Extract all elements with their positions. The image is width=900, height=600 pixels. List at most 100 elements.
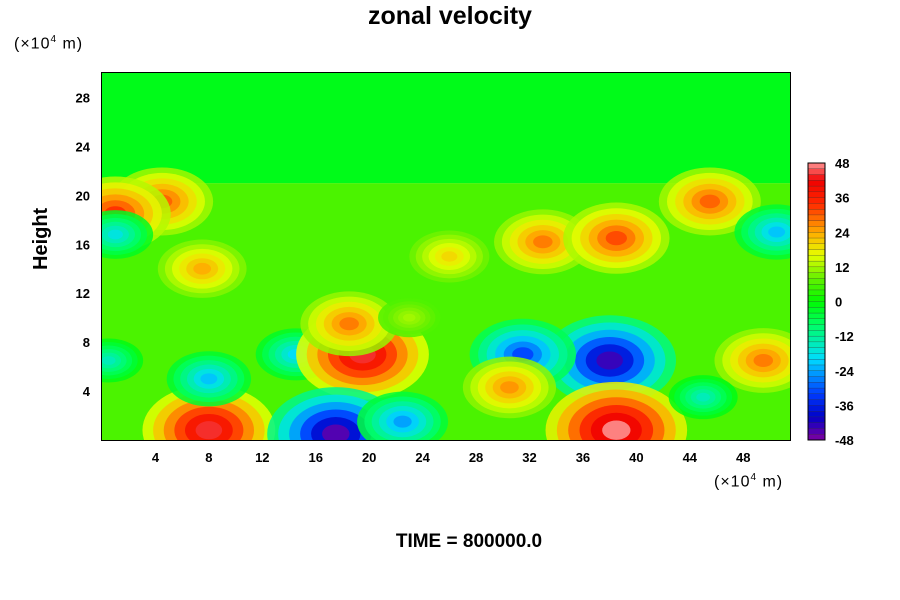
plot-frame	[101, 72, 791, 441]
x-tick-label: 16	[309, 450, 323, 465]
y-tick-label: 16	[76, 237, 90, 252]
y-tick-label: 24	[76, 139, 91, 154]
colorbar-swatch	[807, 416, 826, 424]
colorbar-swatch	[807, 410, 826, 418]
contour-level	[605, 231, 627, 246]
colorbar-swatch	[807, 428, 826, 435]
velocity-feature-22	[409, 230, 490, 283]
x-tick-label: 48	[736, 450, 750, 465]
colorbar-swatch	[807, 232, 826, 239]
colorbar-swatch	[807, 255, 826, 262]
colorbar-swatch	[807, 180, 826, 187]
y-tick-label: 8	[83, 335, 90, 350]
colorbar-swatch	[807, 347, 826, 354]
colorbar-swatch	[807, 364, 826, 372]
x-unit-base: (×10	[714, 473, 751, 491]
colorbar-swatch	[807, 341, 826, 349]
colorbar-swatch	[807, 393, 826, 401]
x-tick-label: 20	[362, 450, 376, 465]
y-tick-label: 28	[76, 90, 90, 105]
colorbar-tick-label: 24	[835, 225, 850, 240]
x-axis: 4 8 12 16 20 24 28 32 36 40 44 48	[152, 450, 751, 465]
velocity-feature-7	[357, 391, 449, 440]
colorbar-swatch	[807, 399, 826, 406]
colorbar-swatch	[807, 249, 826, 256]
x-tick-label: 4	[152, 450, 160, 465]
velocity-feature-2	[166, 351, 252, 407]
colorbar-swatch	[807, 312, 826, 320]
velocity-feature-0	[102, 338, 144, 383]
colorbar-swatch	[807, 301, 826, 308]
y-axis-unit: (×104 m)	[14, 34, 83, 53]
velocity-feature-10	[545, 381, 688, 440]
colorbar-tick-label: 0	[835, 295, 842, 310]
contour-level	[322, 424, 350, 440]
y-tick-label: 20	[76, 188, 90, 203]
x-tick-label: 32	[522, 450, 536, 465]
colorbar-swatch	[807, 382, 826, 389]
contour-level	[602, 420, 631, 440]
colorbar-swatch	[807, 260, 826, 268]
colorbar-swatch	[807, 220, 826, 227]
chart-title: zonal velocity	[368, 2, 532, 30]
x-tick-label: 44	[683, 450, 698, 465]
colorbar-swatch	[807, 191, 826, 199]
contour-level	[193, 262, 212, 275]
contour-level	[195, 421, 223, 440]
velocity-feature-8	[543, 315, 677, 406]
x-unit-exponent: 4	[750, 472, 758, 483]
y-unit-base: (×10	[14, 35, 51, 53]
contour-level	[339, 317, 359, 331]
colorbar-swatch	[807, 272, 826, 279]
colorbar-swatch	[807, 168, 826, 175]
y-unit-rest: m)	[57, 35, 84, 53]
y-tick-label: 12	[76, 286, 90, 301]
contour-level	[393, 415, 412, 428]
colorbar-swatch	[807, 405, 826, 412]
colorbar-tick-label: -12	[835, 329, 854, 344]
x-tick-label: 40	[629, 450, 643, 465]
contour-level	[768, 226, 786, 238]
colorbar-swatch	[807, 359, 826, 366]
contour-level	[753, 354, 774, 367]
contour-level	[533, 235, 553, 249]
colorbar-swatch	[807, 387, 826, 395]
colorbar-swatch	[807, 324, 826, 331]
time-label: TIME = 800000.0	[395, 531, 543, 552]
y-tick-label: 4	[83, 384, 91, 399]
contour-level	[107, 229, 123, 240]
colorbar-tick-label: -36	[835, 398, 854, 413]
contour-level	[200, 373, 218, 385]
velocity-feature-23	[378, 298, 441, 338]
contour-level	[699, 194, 721, 209]
colorbar-swatch	[807, 376, 826, 383]
colorbar-tick-label: 12	[835, 260, 849, 275]
velocity-feature-11	[462, 356, 557, 419]
colorbar-swatch	[807, 214, 826, 222]
contour-level	[441, 251, 458, 262]
velocity-feature-21	[157, 239, 247, 298]
colorbar-swatch	[807, 330, 826, 337]
colorbar-swatch	[807, 266, 826, 274]
colorbar-swatch	[807, 174, 826, 181]
x-tick-label: 8	[205, 450, 212, 465]
colorbar-swatch	[807, 209, 826, 216]
colorbar-swatch	[807, 226, 826, 233]
y-axis: 4 8 12 16 20 24 28	[76, 90, 91, 399]
upper-field	[102, 73, 790, 184]
x-unit-rest: m)	[757, 473, 784, 491]
colorbar-swatch	[807, 422, 826, 429]
velocity-feature-18	[658, 167, 761, 236]
contour-level	[696, 392, 711, 402]
velocity-feature-13	[668, 375, 738, 420]
colorbar-swatch	[807, 289, 826, 297]
colorbar-swatch	[807, 185, 826, 193]
y-unit-exponent: 4	[50, 34, 58, 45]
colorbar-tick-label: -48	[835, 433, 854, 448]
colorbar-swatch	[807, 370, 826, 377]
x-tick-label: 24	[415, 450, 430, 465]
velocity-feature-19	[734, 204, 790, 260]
velocity-feature-15	[563, 202, 670, 274]
colorbar-swatch	[807, 335, 826, 343]
